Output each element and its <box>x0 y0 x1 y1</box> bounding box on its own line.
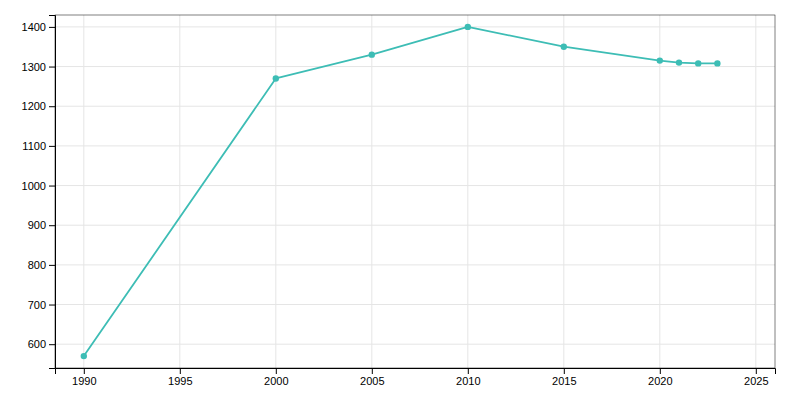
y-axis-tick-mark <box>49 225 55 226</box>
x-axis-tick-label: 1995 <box>168 375 192 387</box>
x-axis-tick: 2010 <box>456 368 480 387</box>
x-axis-tick: 2025 <box>744 368 768 387</box>
y-axis-tick: 900 <box>28 219 55 231</box>
grid-line-y <box>55 26 775 27</box>
marker <box>695 60 701 66</box>
y-axis-tick-label: 1400 <box>22 21 46 33</box>
grid-line-y <box>55 185 775 186</box>
x-axis-tick-label: 2005 <box>360 375 384 387</box>
grid-line-y <box>55 145 775 146</box>
x-axis-tick: 2000 <box>264 368 288 387</box>
x-axis-tick-mark <box>756 368 757 374</box>
y-axis-tick-mark <box>49 27 55 28</box>
grid <box>55 15 775 368</box>
x-axis-tick: 2015 <box>552 368 576 387</box>
y-axis-tick-mark <box>49 305 55 306</box>
x-axis-tick: 2005 <box>360 368 384 387</box>
grid-line-y <box>55 106 775 107</box>
y-axis-tick-label: 900 <box>28 219 46 231</box>
line <box>84 27 718 356</box>
y-axis-tick-label: 600 <box>28 338 46 350</box>
grid-line-y <box>55 225 775 226</box>
y-axis: 600 700 800 900 1000 1100 1200 1300 1400 <box>22 16 56 369</box>
y-axis-tick: 1400 <box>22 21 55 33</box>
grid-line-x <box>659 15 660 368</box>
y-axis-tick-label: 800 <box>28 259 46 271</box>
y-axis-tick-label: 1100 <box>22 140 46 152</box>
y-axis-tick-mark <box>49 67 55 68</box>
y-axis-tick: 1300 <box>22 61 55 73</box>
y-axis-tick-mark <box>49 265 55 266</box>
grid-line-x <box>371 15 372 368</box>
marker <box>714 60 720 66</box>
x-axis-tick-label: 1990 <box>72 375 96 387</box>
y-axis-tick: 700 <box>28 299 55 311</box>
grid-line-x <box>83 15 84 368</box>
marker <box>273 75 279 81</box>
x-axis-tick-mark <box>180 368 181 374</box>
y-axis-tick-mark <box>49 146 55 147</box>
plot: 1990 1995 2000 2005 2010 2015 2020 2025 600 700 80… <box>22 15 776 387</box>
y-axis-tick-label: 700 <box>28 299 46 311</box>
y-axis-tick: 1200 <box>22 100 55 112</box>
grid-line-x <box>179 15 180 368</box>
grid-line-y <box>55 304 775 305</box>
y-axis-tick-mark <box>49 106 55 107</box>
marker <box>465 24 471 30</box>
y-axis-tick: 1100 <box>22 140 55 152</box>
x-axis-tick-label: 2020 <box>648 375 672 387</box>
y-axis-tick-mark <box>49 186 55 187</box>
x-axis-tick-mark <box>660 368 661 374</box>
x-axis-tick: 2020 <box>648 368 672 387</box>
x-axis-tick-mark <box>468 368 469 374</box>
x-axis-tick: 1990 <box>72 368 96 387</box>
marker <box>657 57 663 63</box>
y-axis-tick-mark <box>49 344 55 345</box>
y-axis-tick-label: 1200 <box>22 100 46 112</box>
marker <box>81 353 87 359</box>
y-axis-tick: 800 <box>28 259 55 271</box>
marker <box>676 59 682 65</box>
x-axis: 1990 1995 2000 2005 2010 2015 2020 2025 <box>56 368 776 387</box>
grid-line-y <box>55 66 775 67</box>
marker <box>369 51 375 57</box>
grid-line-y <box>55 344 775 345</box>
x-axis-line <box>56 369 776 375</box>
grid-line-x <box>467 15 468 368</box>
grid-line-y <box>55 264 775 265</box>
plot-frame <box>55 15 775 368</box>
x-axis-tick-label: 2000 <box>264 375 288 387</box>
y-axis-tick: 1000 <box>22 180 55 192</box>
grid-line-x <box>755 15 756 368</box>
x-axis-tick-mark <box>276 368 277 374</box>
x-axis-tick-label: 2010 <box>456 375 480 387</box>
x-axis-tick-mark <box>372 368 373 374</box>
grid-line-x <box>563 15 564 368</box>
y-axis-tick-label: 1000 <box>22 180 46 192</box>
y-axis-tick: 600 <box>28 338 55 350</box>
marks <box>81 24 721 360</box>
x-axis-tick: 1995 <box>168 368 192 387</box>
chart: 1990 1995 2000 2005 2010 2015 2020 2025 600 700 80… <box>0 0 800 400</box>
x-axis-tick-mark <box>564 368 565 374</box>
marker <box>561 44 567 50</box>
x-axis-tick-mark <box>84 368 85 374</box>
y-axis-line <box>49 16 56 369</box>
grid-line-x <box>275 15 276 368</box>
x-axis-tick-label: 2015 <box>552 375 576 387</box>
y-axis-tick-label: 1300 <box>22 61 46 73</box>
x-axis-tick-label: 2025 <box>744 375 768 387</box>
